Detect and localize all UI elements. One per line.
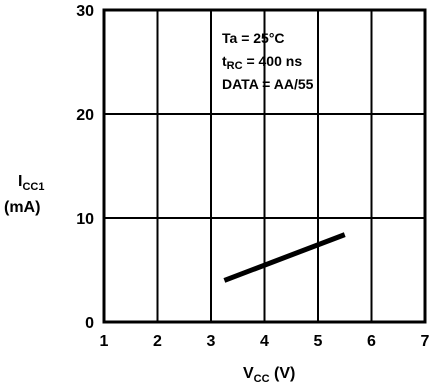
y-tick-label: 20 [76,107,94,124]
annotation-temperature: Ta = 25°C [222,30,285,46]
x-tick-label: 3 [207,333,216,350]
x-tick-labels: 1 2 3 4 5 6 7 [100,333,430,350]
y-tick-labels: 0 10 20 30 [76,3,94,332]
x-tick-label: 2 [153,333,162,350]
grid [104,10,425,322]
y-tick-label: 10 [76,211,94,228]
x-tick-label: 6 [367,333,376,350]
y-axis-unit: (mA) [4,199,40,216]
x-tick-label: 1 [100,333,109,350]
annotation-box: Ta = 25°C tRC = 400 ns DATA = AA/55 [222,30,314,92]
x-axis-label: VCC (V) [243,365,295,385]
x-tick-label: 7 [421,333,430,350]
y-tick-label: 30 [76,3,94,20]
plot-frame [102,8,427,324]
series-line [223,232,346,283]
x-tick-label: 5 [314,333,323,350]
annotation-data-pattern: DATA = AA/55 [222,76,314,92]
y-axis-label: ICC1 [18,173,44,193]
series-layer [223,232,346,283]
y-tick-label: 0 [85,315,94,332]
x-tick-label: 4 [260,333,269,350]
annotation-cycle-time: tRC = 400 ns [222,53,302,72]
